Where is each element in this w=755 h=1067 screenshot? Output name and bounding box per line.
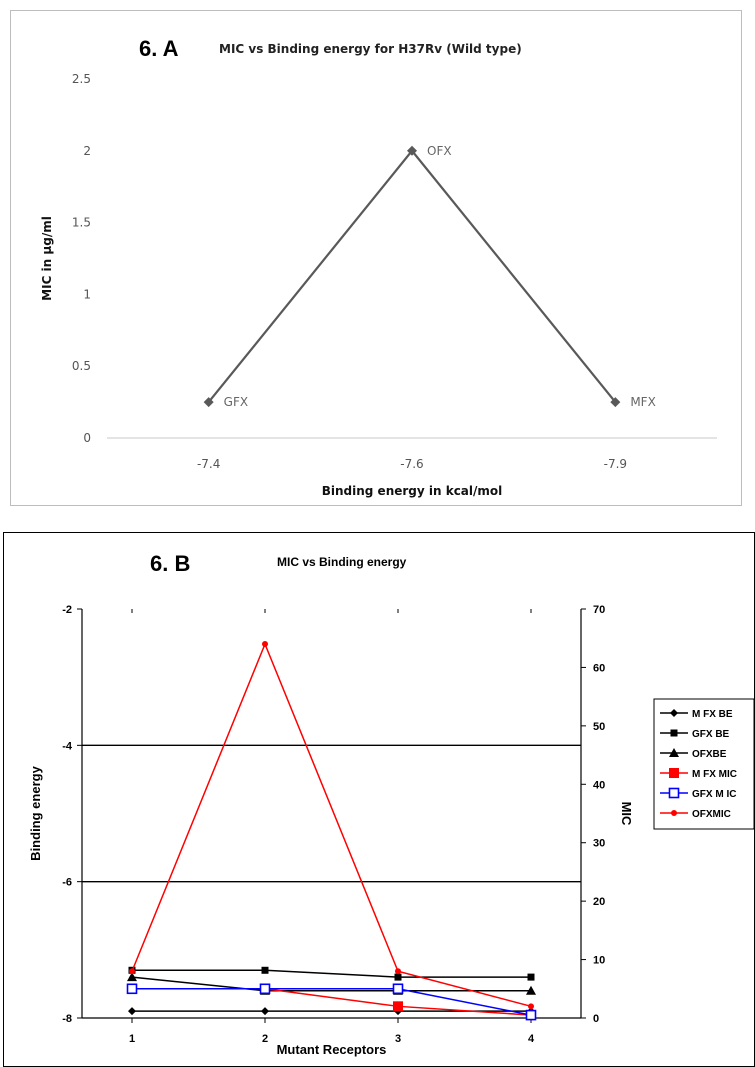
panel-label-a: 6. A [139,36,179,61]
y-tick-label-a: 2.5 [72,72,91,86]
y-tick-label-b: -2 [62,604,72,616]
x-tick-label-b: 2 [262,1033,268,1045]
legend-marker-b [669,748,679,757]
data-label-a: GFX [224,395,248,409]
y2-tick-label-b: 30 [593,838,605,850]
data-point-a [407,145,417,156]
data-point-b [394,973,402,981]
x-tick-label-a: -7.9 [604,457,627,471]
y2-tick-label-b: 20 [593,896,605,908]
data-point-b [525,1009,537,1021]
x-axis-title-b: Mutant Receptors [277,1042,387,1057]
legend-marker-b [669,768,679,778]
y2-tick-label-b: 10 [593,955,605,967]
x-tick-label-a: -7.6 [400,457,423,471]
y2-tick-label-b: 50 [593,721,605,733]
data-point-b [261,1007,269,1016]
y-tick-label-b: -4 [62,740,73,752]
legend-label-b: GFX M IC [692,789,736,800]
y-tick-label-a: 1 [83,287,91,301]
x-tick-label-b: 1 [129,1033,135,1045]
data-point-b [392,983,404,995]
chart-panel-b: 6. B MIC vs Binding energy -8 -6 -4 -2 0 10 20 30… [3,532,755,1067]
data-point-b [128,1007,136,1016]
panel-label-b: 6. B [150,551,190,576]
y-axis-title-a: MIC in µg/ml [40,216,54,301]
chart-b-svg: 6. B MIC vs Binding energy -8 -6 -4 -2 0 10 20 30… [28,551,754,1057]
chart-a-title: MIC vs Binding energy for H37Rv (Wild ty… [219,42,522,56]
data-point-b [127,972,137,982]
series-line-b [131,642,532,1008]
legend-label-b: OFXBE [692,749,727,760]
x-tick-label-b: 4 [528,1033,535,1045]
data-point-b [393,1001,403,1012]
series-line-b [132,969,531,978]
data-point-b [261,966,269,974]
data-point-b [527,973,535,981]
legend-marker-b [670,709,678,717]
y-tick-label-a: 0 [83,431,91,445]
data-point-b [129,968,135,975]
y-axis-title-b: Binding energy [28,765,43,860]
x-tick-label-b: 3 [395,1033,401,1045]
y2-tick-label-b: 60 [593,662,605,674]
y-tick-label-b: -6 [62,877,72,889]
y2-axis-title-b: MIC [619,802,634,826]
data-point-b [395,968,401,975]
legend-marker-b [670,729,678,737]
chart-a-svg: 6. A MIC vs Binding energy for H37Rv (Wil… [40,36,717,498]
legend-label-b: OFXMIC [692,809,731,820]
data-point-a [203,397,214,408]
y-tick-label-b: -8 [62,1013,72,1025]
data-point-b [259,983,271,995]
y-tick-label-a: 2 [83,144,91,158]
data-point-b [126,983,138,995]
chart-panel-a: 6. A MIC vs Binding energy for H37Rv (Wil… [10,10,742,506]
legend-box-b [653,698,754,830]
data-point-b [528,1003,534,1010]
data-point-b [262,641,268,648]
series-line-b [132,988,532,1016]
legend-marker-b [668,787,680,799]
y2-tick-label-b: 0 [593,1013,599,1025]
y-tick-label-a: 1.5 [72,216,91,230]
data-label-a: OFX [427,144,452,158]
legend-label-b: M FX BE [692,709,733,720]
x-axis-title-a: Binding energy in kcal/mol [322,484,503,498]
data-point-a [610,397,621,408]
legend-marker-b [671,810,677,816]
chart-b-title: MIC vs Binding energy [277,555,407,569]
data-point-b [526,985,536,995]
series-line-a [207,149,617,403]
x-tick-label-a: -7.4 [197,457,220,471]
series-line-b [131,976,531,992]
legend-label-b: GFX BE [692,729,730,740]
legend-label-b: M FX MIC [692,769,737,780]
y2-tick-label-b: 40 [593,779,605,791]
data-label-a: MFX [630,395,655,409]
y-tick-label-a: 0.5 [72,359,91,373]
y2-tick-label-b: 70 [593,604,605,616]
